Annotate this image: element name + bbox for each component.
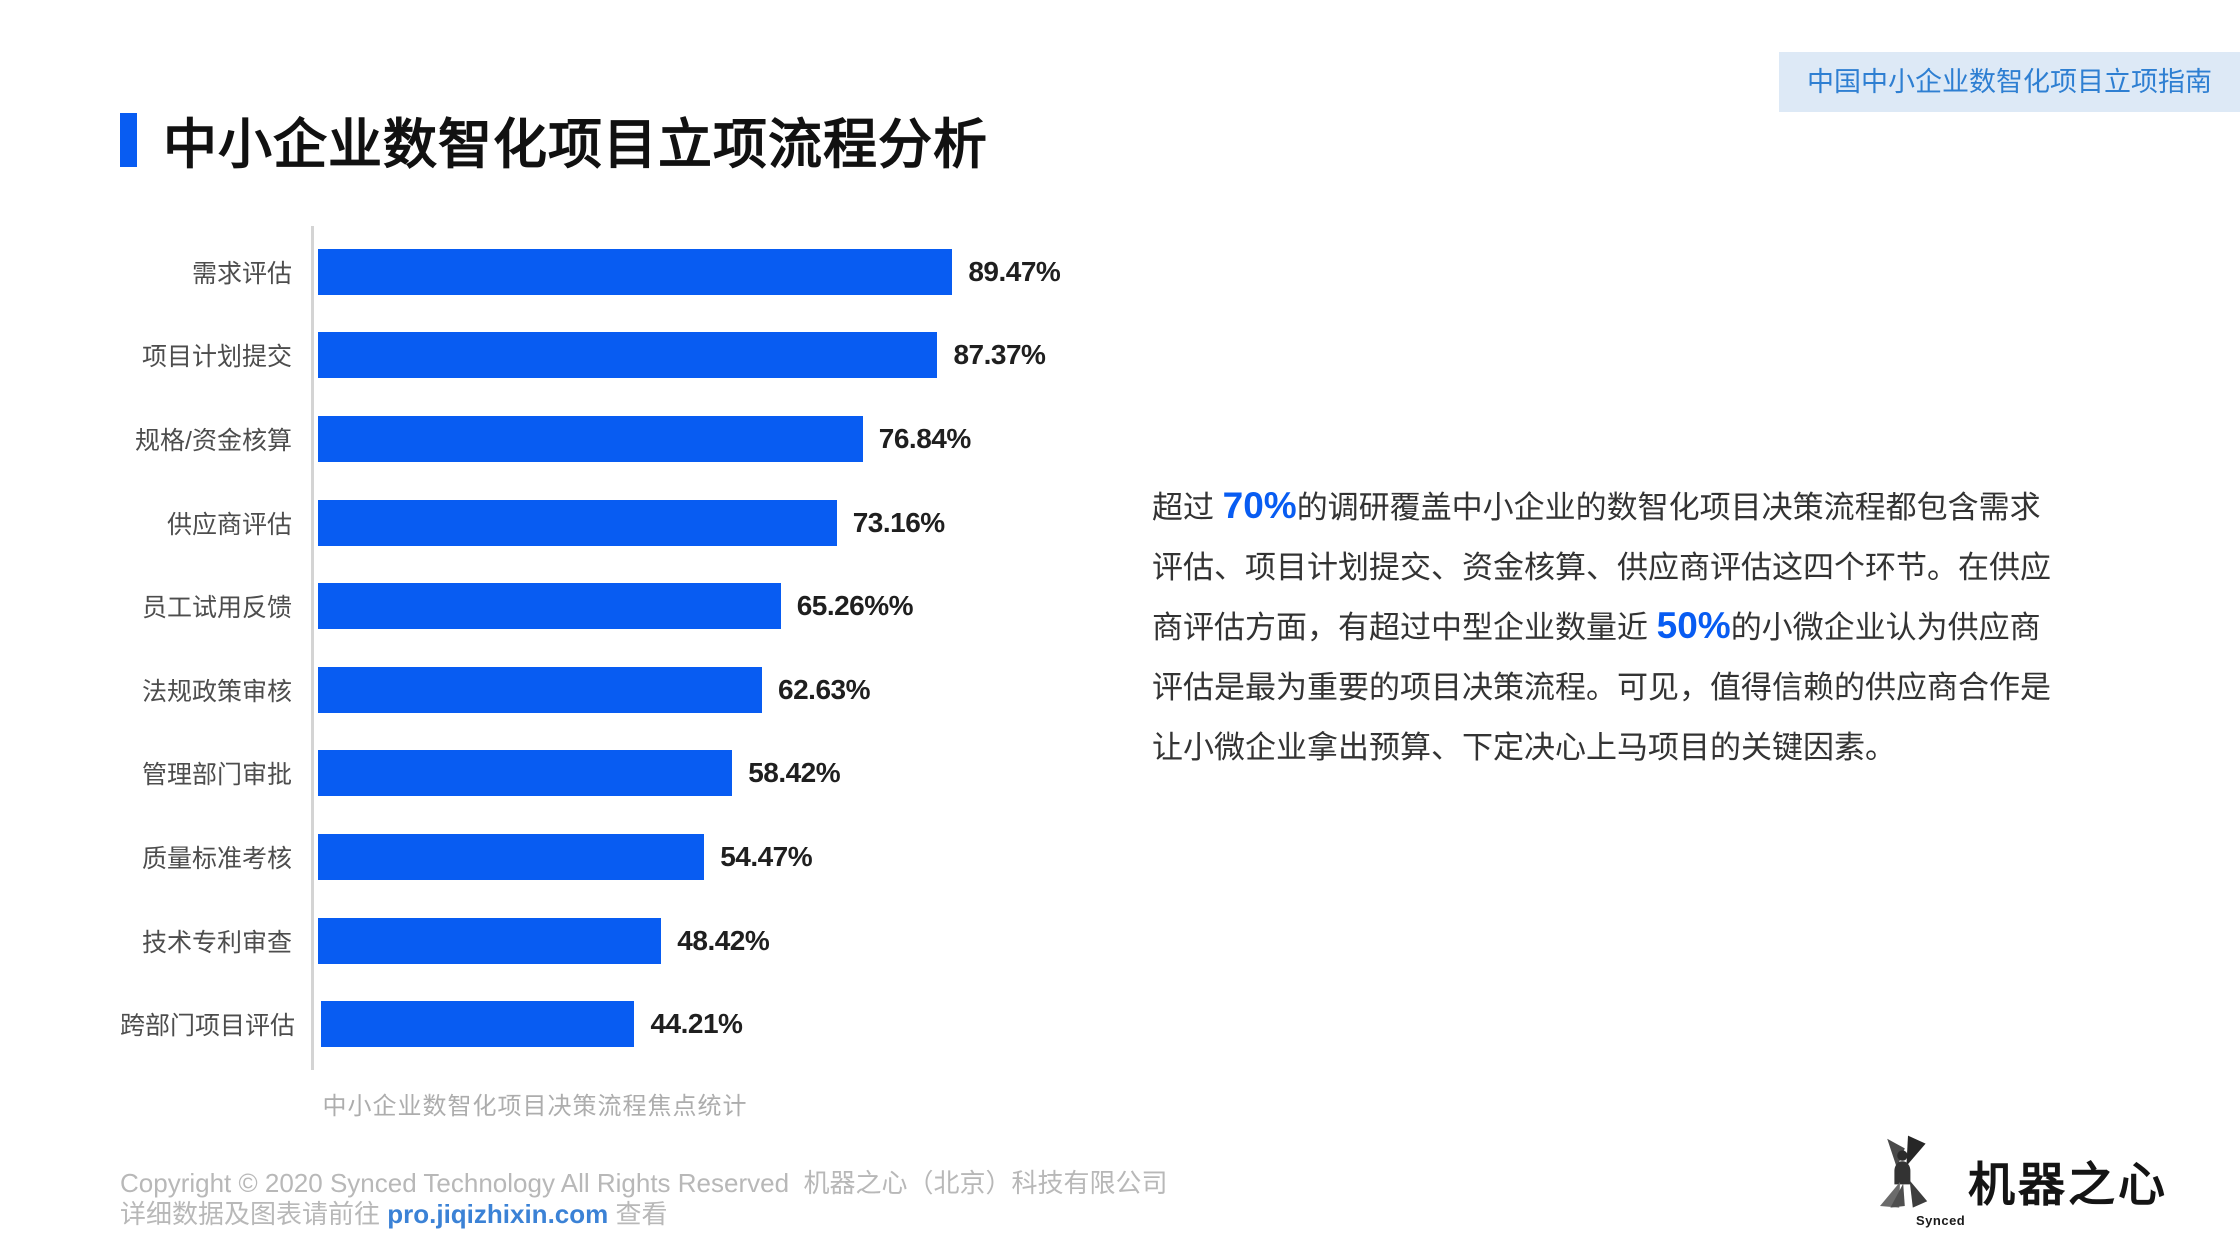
paragraph-text: 超过: [1152, 490, 1223, 525]
bar-track: 58.42%: [318, 750, 1027, 797]
bar: [318, 666, 763, 713]
bar: [318, 833, 705, 880]
category-label: 员工试用反馈: [141, 594, 292, 623]
stat-highlight: 70%: [1222, 485, 1297, 526]
category-label: 规格/资金核算: [135, 426, 292, 455]
paragraph-text: 的调研覆盖中小企业的数智化项目决策流程都包含需求: [1296, 490, 2041, 525]
value-label: 87.37%: [953, 339, 1046, 371]
value-label: 89.47%: [968, 255, 1061, 287]
bar-track: 89.47%: [318, 248, 1061, 295]
synced-robot-icon: [1880, 1135, 1928, 1208]
chart-row: 项目计划提交 87.37%: [120, 314, 1240, 398]
bar: [318, 750, 733, 797]
bar-track: 48.42%: [318, 917, 1027, 964]
bar: [318, 917, 662, 964]
category-label: 跨部门项目评估: [120, 1012, 296, 1041]
category-label: 质量标准考核: [141, 844, 292, 873]
chart-row: 供应商评估 73.16%: [120, 481, 1240, 565]
stat-highlight: 50%: [1656, 605, 1731, 646]
paragraph-text: 让小微企业拿出预算、下定决心上马项目的关键因素。: [1152, 730, 1896, 765]
page-title: 中小企业数智化项目立项流程分析: [163, 115, 988, 175]
bar-track: 54.47%: [318, 833, 1027, 880]
bar-track: 44.21%: [321, 1001, 1030, 1048]
footer-line2-suffix: 查看: [608, 1199, 668, 1229]
paragraph-text: 的小微企业认为供应商: [1730, 610, 2041, 645]
analysis-paragraph: 超过 70%的调研覆盖中小企业的数智化项目决策流程都包含需求评估、项目计划提交、…: [1152, 478, 2152, 778]
chart-row: 规格/资金核算 76.84%: [120, 397, 1240, 481]
bar: [318, 415, 863, 462]
copyright-line: Copyright © 2020 Synced Technology All R…: [120, 1168, 1168, 1198]
chart-axis-line: [311, 226, 314, 1070]
chart-row: 技术专利审查 48.42%: [120, 899, 1240, 983]
value-label: 44.21%: [650, 1008, 743, 1040]
logo-wordmark: 机器之心: [1968, 1157, 2168, 1211]
chart-row: 跨部门项目评估 44.21%: [120, 982, 1240, 1066]
category-label: 管理部门审批: [141, 761, 292, 790]
bar-chart: 需求评估 89.47% 项目计划提交 87.37% 规格/资金核算 76.84% 供应商评估…: [120, 226, 1240, 1120]
synced-logo: Synced 机器之心: [1876, 1128, 2168, 1232]
chart-row: 质量标准考核 54.47%: [120, 815, 1240, 899]
chart-caption: 中小企业数智化项目决策流程焦点统计: [322, 1093, 748, 1120]
category-label: 技术专利审查: [141, 928, 292, 957]
edition-badge: 中国中小企业数智化项目立项指南: [1779, 52, 2240, 112]
category-label: 需求评估: [191, 259, 292, 288]
value-label: 65.26%%: [796, 590, 914, 622]
value-label: 48.42%: [677, 924, 770, 956]
paragraph-text: 评估是最为重要的项目决策流程。可见，值得信赖的供应商合作是: [1152, 670, 2051, 705]
synced-logo-icon-wrap: Synced: [1876, 1128, 1966, 1232]
value-label: 62.63%: [778, 673, 870, 705]
value-label: 76.84%: [878, 422, 971, 454]
bar: [318, 583, 781, 630]
page-header: 中小企业数智化项目立项流程分析: [120, 100, 988, 179]
chart-row: 管理部门审批 58.42%: [120, 732, 1240, 816]
bar: [318, 332, 938, 379]
category-label: 供应商评估: [166, 510, 292, 539]
bar: [318, 499, 837, 546]
chart-rows: 需求评估 89.47% 项目计划提交 87.37% 规格/资金核算 76.84% 供应商评估…: [120, 230, 1240, 1066]
footer-line2-prefix: 详细数据及图表请前往: [120, 1199, 388, 1229]
bar-track: 87.37%: [318, 332, 1046, 379]
paragraph-text: 评估、项目计划提交、资金核算、供应商评估这四个环节。在供应: [1152, 550, 2051, 585]
value-label: 58.42%: [748, 757, 841, 789]
bar: [318, 248, 953, 295]
bar-track: 73.16%: [318, 499, 1027, 546]
logo-subtext: Synced: [1916, 1213, 1966, 1228]
footer-link[interactable]: pro.jiqizhixin.com: [387, 1199, 609, 1229]
bar-track: 76.84%: [318, 415, 1027, 462]
chart-row: 员工试用反馈 65.26%%: [120, 564, 1240, 648]
paragraph-text: 商评估方面，有超过中型企业数量近: [1152, 610, 1657, 645]
bar-track: 62.63%: [318, 666, 1027, 713]
footer-data-line: 详细数据及图表请前往 pro.jiqizhixin.com 查看: [120, 1199, 1168, 1230]
value-label: 73.16%: [852, 506, 945, 538]
chart-row: 法规政策审核 62.63%: [120, 648, 1240, 732]
category-label: 法规政策审核: [141, 677, 292, 706]
chart-row: 需求评估 89.47%: [120, 230, 1240, 314]
value-label: 54.47%: [720, 840, 813, 872]
bar-track: 65.26%%: [318, 583, 1027, 630]
bar: [321, 1001, 635, 1048]
title-marker: [120, 112, 137, 167]
page-footer: Copyright © 2020 Synced Technology All R…: [120, 1168, 1168, 1230]
category-label: 项目计划提交: [141, 343, 292, 372]
